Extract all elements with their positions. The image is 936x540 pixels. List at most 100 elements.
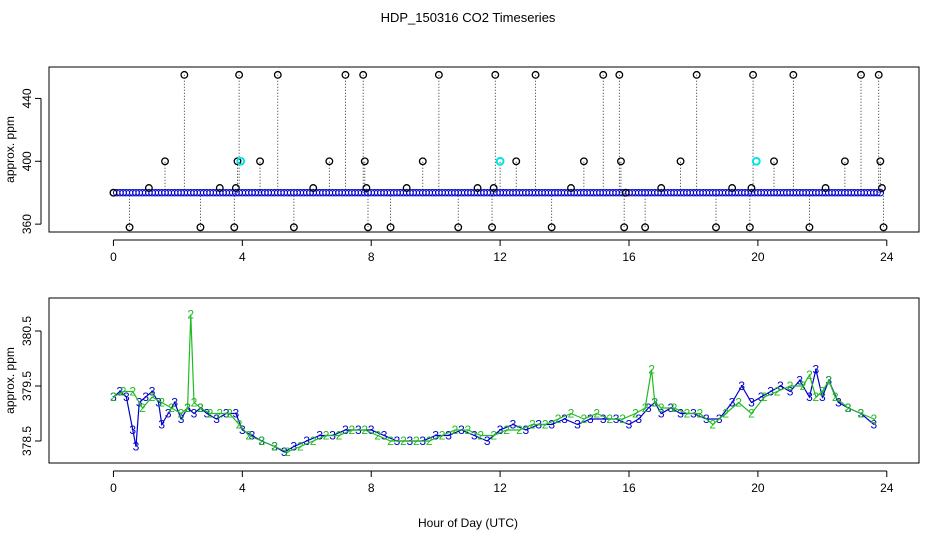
spike-point — [144, 184, 153, 192]
highlight-point — [236, 156, 246, 166]
series-1-marker: 3 — [213, 412, 220, 426]
spike-point — [109, 188, 118, 197]
series-1-marker: 3 — [381, 429, 388, 443]
series-1-marker: 3 — [835, 396, 842, 410]
top-panel: approx. ppm 0 4 8 12 16 20 24 360 400 440 — [3, 66, 920, 264]
series-2-marker: 2 — [465, 423, 472, 437]
series-2-marker: 2 — [813, 390, 820, 404]
series-1-marker: 3 — [787, 385, 794, 399]
series-2-marker: 2 — [555, 412, 562, 426]
series-2-marker: 2 — [648, 363, 655, 377]
series-2-marker: 2 — [806, 368, 813, 382]
series-2-marker: 2 — [800, 379, 807, 393]
series-1-marker: 3 — [658, 407, 665, 421]
series-2-marker: 2 — [374, 429, 381, 443]
spike-point — [840, 157, 849, 166]
spike-point — [454, 223, 463, 232]
spike-point — [512, 157, 521, 166]
series-1-marker: 3 — [548, 418, 555, 432]
spike-point — [641, 223, 650, 232]
series-1-marker: 3 — [249, 429, 256, 443]
series-1-marker: 3 — [171, 396, 178, 410]
series-1-marker: 3 — [677, 407, 684, 421]
series-1-marker: 3 — [574, 418, 581, 432]
series-2-marker: 2 — [245, 429, 252, 443]
series-2-marker: 2 — [187, 308, 194, 322]
series-1-marker: 3 — [281, 445, 288, 459]
highlight-point — [751, 156, 761, 166]
series-2-marker: 2 — [490, 429, 497, 443]
spike-point — [418, 157, 427, 166]
spike-point — [233, 157, 242, 166]
spike-point — [821, 184, 830, 192]
series-1-marker: 3 — [523, 423, 530, 437]
bottom-panel: approx. ppm 0 4 8 12 16 20 24 378.5 379.5 380.5 3… — [3, 297, 920, 495]
series-2-marker: 2 — [709, 418, 716, 432]
spike-point — [531, 70, 540, 79]
spike-point — [196, 223, 205, 232]
series-2-marker: 2 — [323, 429, 330, 443]
series-2-marker: 2 — [774, 385, 781, 399]
spike-point — [364, 223, 372, 232]
spike-point — [473, 184, 482, 192]
series-2-marker: 2 — [310, 434, 317, 448]
baseline-point — [873, 189, 881, 197]
series-1-marker: 3 — [626, 418, 633, 432]
series-1-marker: 3 — [117, 385, 124, 399]
spike-point — [235, 70, 244, 79]
series-2-marker: 2 — [735, 396, 742, 410]
spike-point — [879, 223, 888, 232]
series-1-marker: 3 — [738, 379, 745, 393]
top-x-tick-label: 4 — [239, 250, 246, 264]
top-axes: 0 4 8 12 16 20 24 360 400 440 — [20, 88, 894, 264]
series-1-marker: 3 — [767, 385, 774, 399]
bottom-x-tick-label: 0 — [110, 481, 117, 495]
series-2-marker: 2 — [149, 390, 156, 404]
series-2-marker: 2 — [452, 423, 459, 437]
series-1-marker: 3 — [239, 423, 246, 437]
series-1-marker: 3 — [748, 396, 755, 410]
top-y-axis-label: approx. ppm — [3, 116, 17, 183]
spike-point — [615, 70, 624, 79]
bottom-y-axis-label: approx. ppm — [3, 347, 17, 414]
series-2-marker: 2 — [651, 396, 658, 410]
top-x-tick-label: 16 — [622, 250, 636, 264]
series-2-marker: 2 — [503, 423, 510, 437]
series-1-marker: 3 — [561, 412, 568, 426]
series-1-marker: 3 — [813, 363, 820, 377]
series-1-marker: 3 — [316, 429, 323, 443]
spike-point — [215, 184, 224, 192]
top-baseline-series — [109, 189, 885, 197]
top-plot-frame — [48, 66, 920, 233]
spike-point — [180, 70, 189, 79]
series-2-marker: 2 — [632, 407, 639, 421]
spike-point — [789, 70, 798, 79]
series-2-marker: 2 — [529, 418, 536, 432]
series-1-marker: 3 — [291, 440, 298, 454]
bottom-y-tick-label: 380.5 — [20, 316, 34, 346]
bottom-x-tick-label: 4 — [239, 481, 246, 495]
spike-point — [874, 70, 883, 79]
series-2-marker: 2 — [542, 418, 549, 432]
series-2-marker: 2 — [387, 434, 394, 448]
spike-point — [877, 184, 886, 192]
series-2-marker: 2 — [184, 401, 191, 415]
series-2-marker: 2 — [110, 390, 117, 404]
top-spike-lines — [129, 74, 884, 228]
bottom-x-tick-label: 12 — [493, 481, 507, 495]
highlight-point — [495, 156, 505, 166]
series-2-line — [113, 314, 875, 453]
series-2-marker: 2 — [845, 401, 852, 415]
series-1-marker: 3 — [155, 396, 162, 410]
series-2-marker: 2 — [191, 396, 198, 410]
bottom-y-tick-label: 378.5 — [20, 426, 34, 456]
series-2-marker: 2 — [400, 434, 407, 448]
spike-point — [805, 223, 814, 232]
spike-point — [230, 223, 239, 232]
series-1-marker: 3 — [871, 418, 878, 432]
series-1-marker: 3 — [758, 390, 765, 404]
series-2-marker: 2 — [619, 412, 626, 426]
series-1-marker: 3 — [497, 423, 504, 437]
spike-point — [745, 223, 754, 232]
